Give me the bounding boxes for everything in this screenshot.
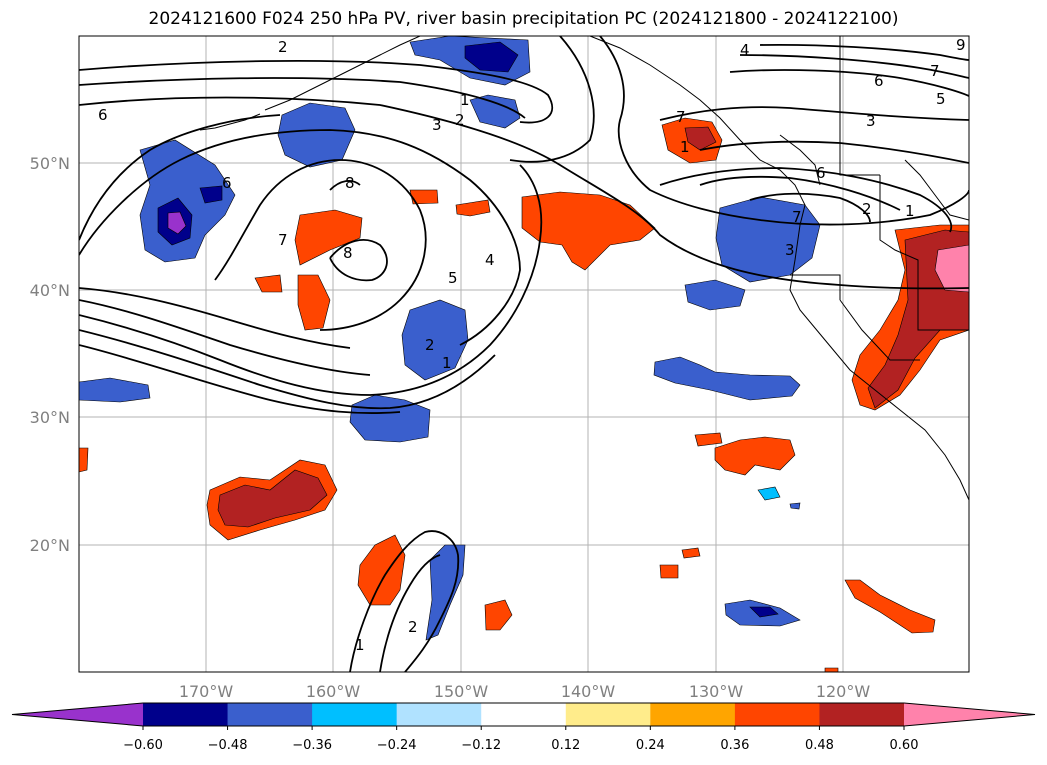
colorbar-segment: [143, 703, 229, 726]
lon-label: 140°W: [561, 682, 616, 701]
colorbar-segment: [650, 703, 736, 726]
lon-label: 120°W: [816, 682, 871, 701]
contour-label: 2: [455, 111, 465, 129]
colorbar-tick-label: 0.12: [551, 738, 580, 753]
contour-label: 1: [442, 354, 452, 372]
contour-label: 4: [485, 251, 495, 269]
contour-label: 5: [936, 90, 946, 108]
contour-label: 3: [432, 116, 442, 134]
contour-label: 2: [278, 38, 288, 56]
colorbar-segment: [227, 703, 313, 726]
colorbar-tick-label: −0.60: [123, 738, 163, 753]
map-title: 2024121600 F024 250 hPa PV, river basin …: [148, 9, 899, 29]
contour-label: 1: [355, 636, 365, 654]
contour-label: 2: [425, 336, 435, 354]
contour-label: 5: [448, 269, 458, 287]
colorbar-tick-label: −0.12: [461, 738, 501, 753]
lat-label: 30°N: [30, 408, 70, 427]
lon-label: 150°W: [434, 682, 489, 701]
contour-label: 7: [676, 108, 686, 126]
colorbar-tick-label: 0.48: [805, 738, 834, 753]
colorbar-extend-low: [12, 703, 143, 726]
contour-label: 6: [816, 164, 826, 182]
contour-label: 2: [408, 618, 418, 636]
contour-label: 8: [343, 244, 353, 262]
colorbar-tick-label: −0.24: [377, 738, 417, 753]
contour-label: 8: [345, 174, 355, 192]
latitude-labels: 50°N 40°N 30°N 20°N: [30, 154, 70, 555]
lat-label: 40°N: [30, 281, 70, 300]
lat-label: 20°N: [30, 536, 70, 555]
coastlines: [199, 36, 969, 501]
map-area: [79, 36, 969, 672]
contour-label: 1: [905, 202, 915, 220]
colorbar-ticks: −0.60 −0.48 −0.36 −0.24 −0.12 0.12 0.24 0.36 0.4…: [123, 726, 918, 753]
pv-contours: [79, 36, 969, 672]
contour-label: 1: [680, 138, 690, 156]
colorbar-segment: [819, 703, 905, 726]
contour-label: 7: [792, 208, 802, 226]
colorbar-tick-label: 0.60: [890, 738, 919, 753]
contour-label: 7: [930, 62, 940, 80]
colorbar-extend-high: [904, 703, 1035, 726]
contour-label: 3: [785, 241, 795, 259]
colorbar-tick-label: −0.48: [208, 738, 248, 753]
contour-label: 6: [874, 72, 884, 90]
colorbar-tick-label: 0.36: [720, 738, 749, 753]
negative-anomaly-fields: [79, 36, 821, 641]
lon-label: 160°W: [306, 682, 361, 701]
longitude-labels: 170°W 160°W 150°W 140°W 130°W 120°W: [179, 682, 871, 701]
colorbar-segment: [481, 703, 567, 726]
contour-label: 9: [956, 36, 966, 54]
colorbar-tick-label: 0.24: [636, 738, 665, 753]
colorbar-tick-label: −0.36: [292, 738, 332, 753]
contour-label: 4: [740, 41, 750, 59]
colorbar-segment: [565, 703, 651, 726]
contour-label: 6: [98, 106, 108, 124]
lon-label: 130°W: [689, 682, 744, 701]
lat-label: 50°N: [30, 154, 70, 173]
lon-label: 170°W: [179, 682, 234, 701]
pv-contour-labels: 2 6 6 7 8 8 1 2 3 5 4 2 1 1 2 4 7 6 5 3 …: [98, 36, 966, 654]
colorbar-segment: [396, 703, 482, 726]
colorbar-segment: [312, 703, 398, 726]
contour-label: 6: [222, 174, 232, 192]
contour-label: 1: [460, 91, 470, 109]
contour-label: 3: [866, 112, 876, 130]
map-border: [78, 35, 970, 673]
contour-label: 2: [862, 200, 872, 218]
colorbar-segment: [734, 703, 820, 726]
contour-label: 7: [278, 231, 288, 249]
colorbar: [11, 702, 1036, 727]
